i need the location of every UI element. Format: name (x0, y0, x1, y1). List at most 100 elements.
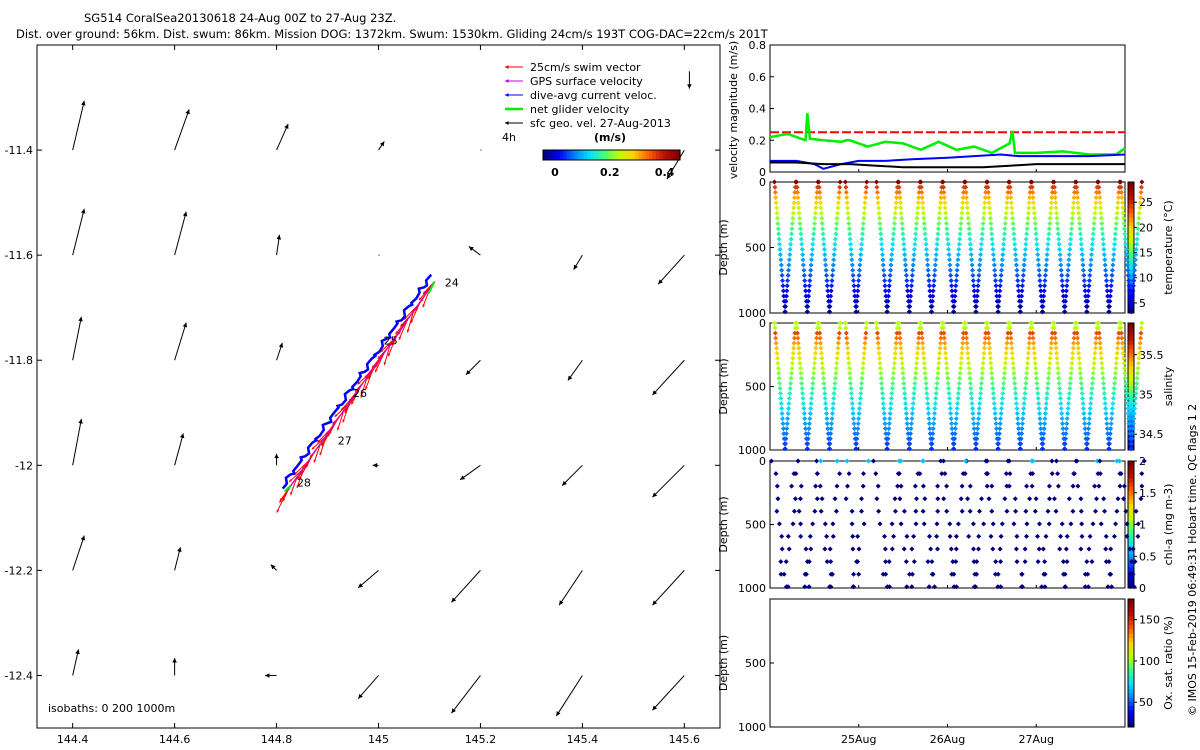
profile-point (954, 272, 960, 278)
profile-colorbar-cell (1128, 637, 1134, 643)
profile-point (846, 221, 852, 226)
profile-point (911, 390, 917, 396)
profile-point (1096, 330, 1102, 336)
profile-point (773, 335, 779, 341)
swim-vector (383, 344, 391, 366)
profile-point (880, 262, 886, 268)
profile-point (1041, 288, 1047, 294)
geo-vector (72, 535, 85, 571)
profile-point (925, 401, 931, 406)
profile-point (1021, 262, 1027, 268)
profile-point (1045, 508, 1051, 514)
profile-point (796, 210, 802, 216)
profile-point (1108, 283, 1114, 289)
profile-point (855, 283, 861, 289)
legend-swatch-head (505, 65, 509, 69)
profile-point (908, 288, 914, 294)
profile-point (1108, 421, 1114, 427)
profile-point (885, 436, 891, 442)
profile-point (919, 335, 925, 341)
profile-colorbar-cell (1128, 562, 1134, 568)
profile-colorbar-cell (1128, 225, 1134, 231)
profile-point (1118, 330, 1124, 336)
geo-vector-head (451, 708, 456, 714)
profile-point (1123, 385, 1129, 391)
profile-point (778, 395, 784, 401)
profile-point (940, 179, 946, 185)
profile-colorbar-tick-label: 1 (1139, 519, 1146, 532)
profile-point (1013, 390, 1019, 396)
profile-point (1011, 231, 1017, 237)
profile-point (1030, 330, 1036, 336)
time-tick-label: 25Aug (841, 733, 876, 746)
profile-point (947, 257, 952, 263)
profile-point (937, 345, 943, 351)
profile-point (822, 257, 828, 263)
profile-point (1114, 458, 1120, 464)
profile-colorbar-cell (1128, 675, 1134, 681)
geo-vector-head (372, 463, 378, 468)
profile-point (837, 471, 843, 477)
profile-point (804, 309, 810, 315)
profile-point (1040, 309, 1045, 315)
profile-point (1068, 231, 1074, 237)
profile-point (1120, 345, 1126, 351)
profile-point (1051, 184, 1057, 190)
profile-point (885, 298, 891, 304)
geo-vector-head (379, 141, 385, 147)
profile-colorbar-cell (1128, 688, 1134, 694)
profile-point (846, 360, 852, 366)
profile-point (1019, 584, 1025, 590)
profile-point (1022, 559, 1028, 565)
profile-point (1060, 421, 1065, 427)
profile-point (878, 231, 884, 237)
profile-point (920, 340, 926, 346)
profile-point (880, 401, 886, 406)
profile-point (1135, 226, 1141, 232)
profile-point (1060, 426, 1066, 432)
profile-point (1129, 298, 1135, 304)
profile-point (1059, 416, 1065, 422)
profile-point (971, 421, 977, 427)
profile-point (931, 283, 937, 289)
profile-point (973, 304, 979, 309)
profile-point (1093, 335, 1099, 341)
profile-point (779, 406, 785, 411)
profile-point (1048, 205, 1054, 211)
geo-vector-head (182, 211, 188, 217)
profile-point (1103, 546, 1109, 552)
map-colorbar-cell (659, 150, 664, 160)
profile-point (1112, 231, 1118, 237)
profile-point (1111, 533, 1117, 539)
profile-point (974, 436, 980, 442)
profile-point (820, 226, 826, 232)
profile-point (1052, 335, 1058, 341)
profile-point (795, 200, 801, 206)
geo-vector-head (652, 492, 658, 498)
profile-point (1008, 340, 1014, 346)
profile-colorbar-cell (1128, 482, 1134, 487)
profile-point (781, 293, 787, 299)
profile-point (987, 350, 993, 356)
profile-point (997, 283, 1003, 289)
profile-point (779, 533, 785, 539)
profile-point (1081, 416, 1087, 422)
profile-point (938, 330, 944, 336)
map-colorbar-tick: 0.4 (655, 166, 675, 179)
map-ytick-label: -11.4 (5, 144, 33, 157)
profile-point (798, 521, 804, 527)
profile-point (1079, 521, 1085, 527)
profile-point (1109, 406, 1115, 411)
geo-vector (174, 109, 190, 151)
profile-point (818, 200, 823, 206)
profile-colorbar-label: chl-a (mg m-3) (1162, 484, 1175, 566)
profile-point (1084, 559, 1090, 565)
legend-swatch-head (505, 107, 509, 111)
map-ytick-label: -11.8 (5, 354, 33, 367)
profile-point (1056, 236, 1062, 242)
profile-ytick-label: 1000 (738, 444, 766, 457)
profile-point (824, 533, 830, 539)
profile-point (1045, 380, 1051, 386)
profile-point (831, 390, 837, 396)
profile-point (995, 309, 1001, 315)
